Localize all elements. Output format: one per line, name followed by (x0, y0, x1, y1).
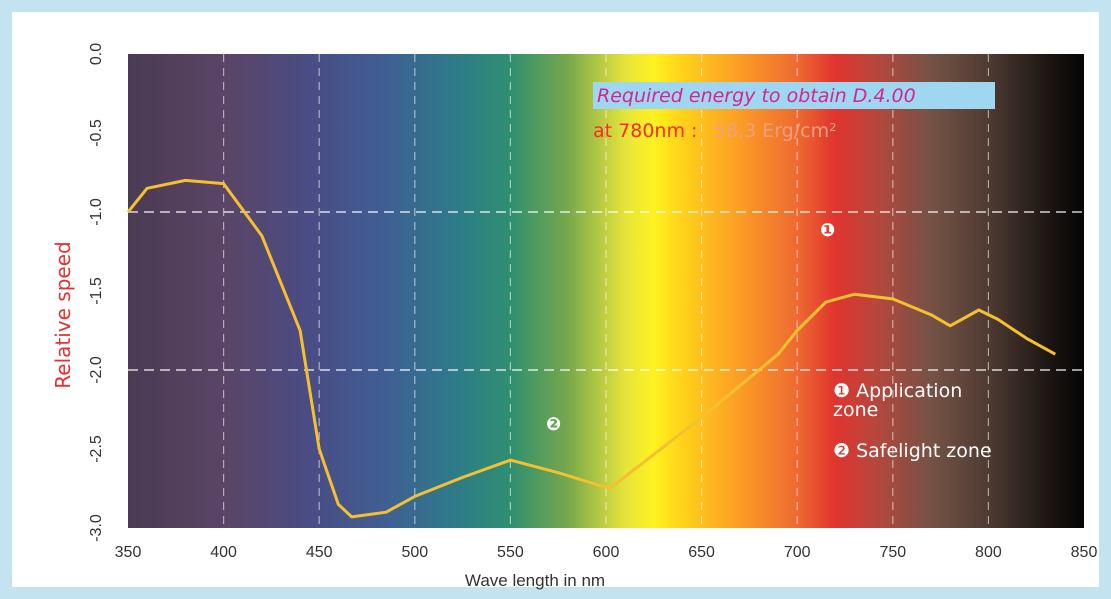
x-axis-ticks: 350 400 450 500 550 600 650 700 750 800 850 (115, 544, 1098, 561)
annotation-at-unit: nm : (654, 120, 697, 142)
annotation-at-label: at (593, 120, 618, 142)
x-tick-label: 350 (115, 544, 142, 561)
zone2-marker: ❷ (546, 414, 561, 435)
x-tick-label: 450 (306, 544, 333, 561)
y-axis-ticks: 0.0 -0.5 -1.0 -1.5 -2.0 -2.5 -3.0 (88, 43, 105, 542)
y-tick-label: -1.5 (88, 277, 105, 305)
x-tick-label: 800 (975, 544, 1002, 561)
x-tick-label: 750 (879, 544, 906, 561)
y-tick-label: -3.0 (88, 514, 105, 542)
legend-application-zone-cont: zone (833, 399, 878, 421)
y-tick-label: 0.0 (88, 43, 105, 65)
zone1-marker: ❶ (820, 220, 835, 241)
annotation-energy: 58,3 Erg/cm² (714, 120, 837, 142)
x-tick-label: 650 (688, 544, 715, 561)
y-tick-label: -2.0 (88, 356, 105, 384)
x-tick-label: 550 (497, 544, 524, 561)
y-tick-label: -1.0 (88, 198, 105, 226)
x-tick-label: 500 (401, 544, 428, 561)
x-tick-label: 700 (784, 544, 811, 561)
x-tick-label: 600 (593, 544, 620, 561)
x-tick-label: 400 (210, 544, 237, 561)
legend-application-zone: ❶ Application (833, 380, 962, 402)
x-tick-label: 850 (1071, 544, 1098, 561)
annotation-at-value: 780 (618, 120, 654, 142)
legend-safelight-zone: ❷ Safelight zone (833, 440, 992, 462)
annotation-title-background (593, 82, 995, 109)
annotation-title: Required energy to obtain D.4.00 (597, 85, 916, 107)
x-axis-label: Wave length in nm (465, 571, 605, 590)
y-tick-label: -2.5 (88, 435, 105, 463)
y-tick-label: -0.5 (88, 119, 105, 147)
annotation-wavelength-line: at 780nm : 58,3 Erg/cm² (593, 120, 837, 142)
relative-speed-line (126, 178, 1057, 519)
y-axis-label: Relative speed (51, 241, 75, 388)
